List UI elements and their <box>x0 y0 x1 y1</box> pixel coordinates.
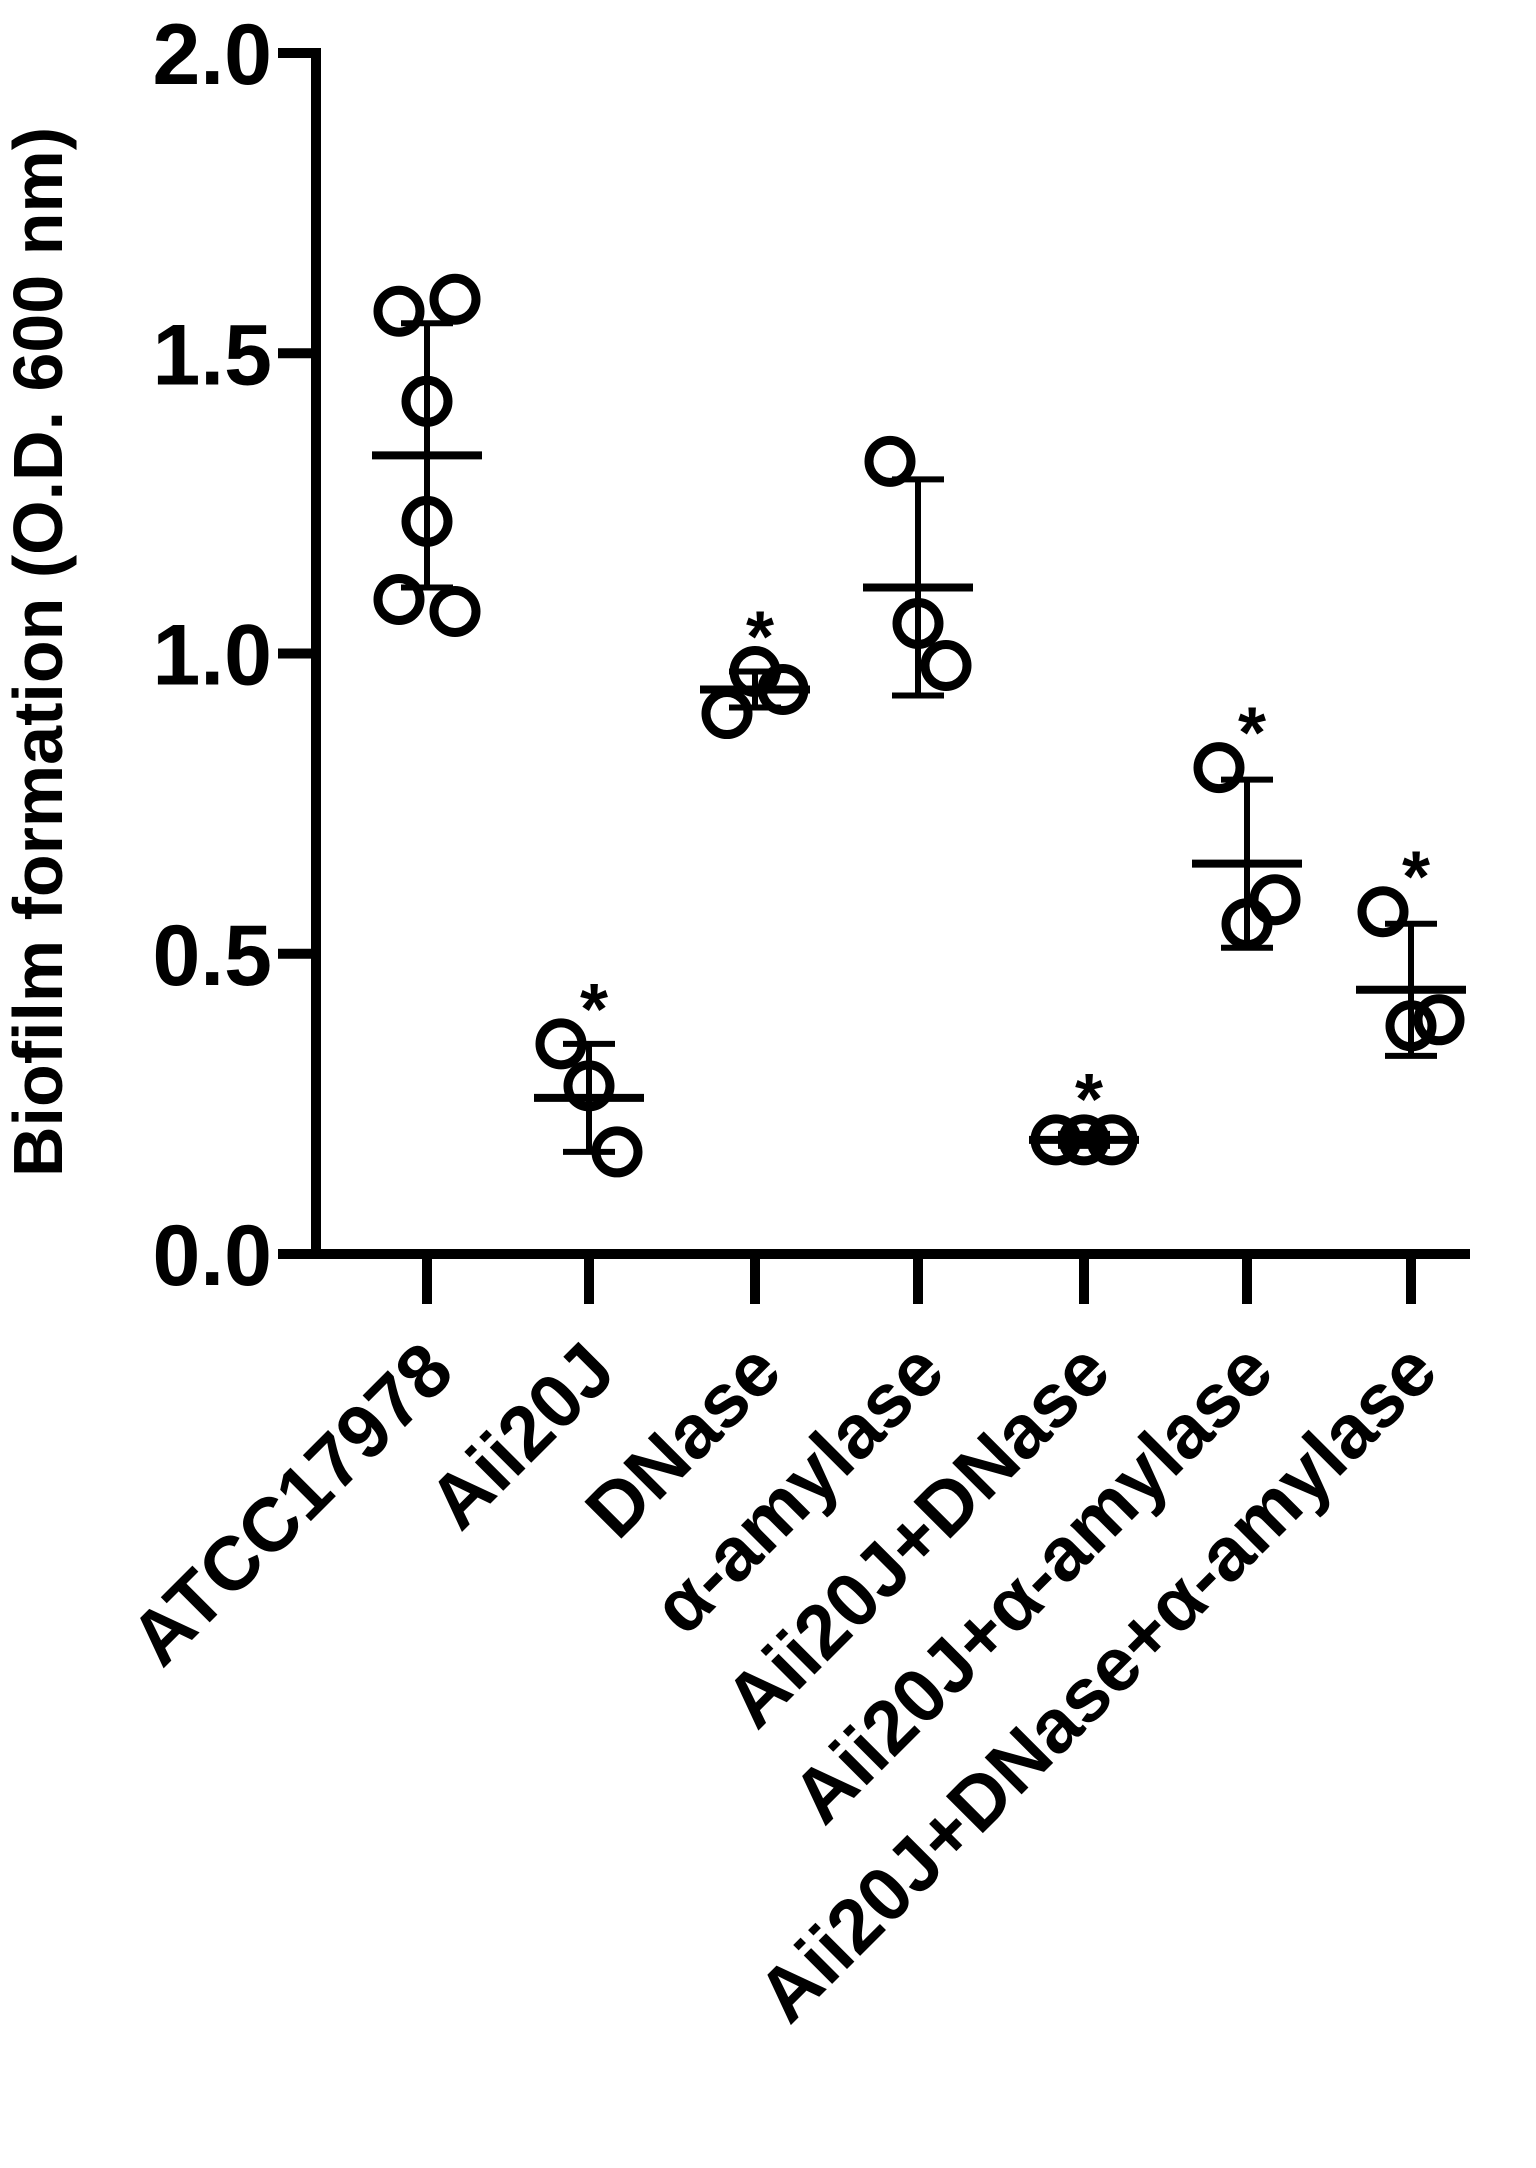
data-point <box>920 640 972 692</box>
y-tick-label: 0.0 <box>152 1208 272 1304</box>
significance-mark: * <box>1075 1060 1103 1140</box>
y-tick-label: 2.0 <box>152 7 272 103</box>
x-tick-label: ATCC17978 <box>114 1327 469 1682</box>
data-point <box>701 688 753 740</box>
significance-mark: * <box>580 970 608 1050</box>
y-tick-label: 0.5 <box>152 908 272 1004</box>
data-point <box>1357 886 1409 938</box>
significance-mark: * <box>746 598 774 678</box>
data-point <box>429 585 481 637</box>
data-point <box>1413 994 1465 1046</box>
data-point <box>1193 742 1245 794</box>
data-point <box>1249 874 1301 926</box>
data-point <box>373 285 425 337</box>
y-tick-label: 1.5 <box>152 307 272 403</box>
data-point <box>864 435 916 487</box>
significance-mark: * <box>1238 694 1266 774</box>
y-tick-label: 1.0 <box>152 608 272 704</box>
data-point <box>429 273 481 325</box>
data-point <box>373 573 425 625</box>
y-axis-label: Biofilm formation (O.D. 600 nm) <box>0 127 77 1177</box>
significance-mark: * <box>1402 838 1430 918</box>
